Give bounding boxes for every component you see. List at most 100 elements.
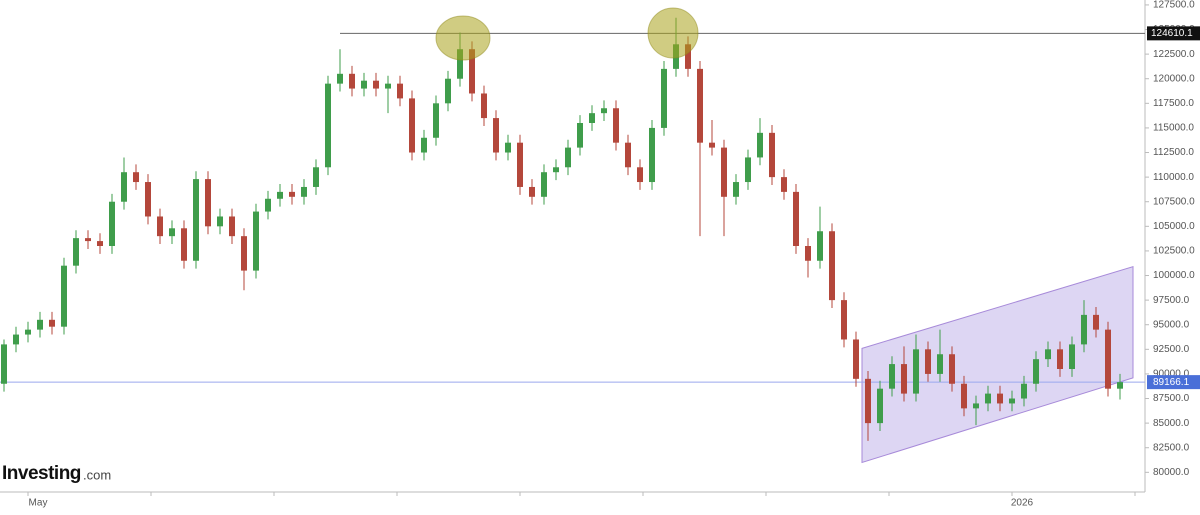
brand: Investing	[2, 463, 81, 484]
candle-body	[349, 73, 355, 89]
candle-body	[529, 186, 535, 197]
candle-body	[241, 236, 247, 271]
y-tick-label: 97500.0	[1153, 295, 1190, 306]
candle-body	[25, 329, 31, 335]
candle-body	[97, 241, 103, 246]
candle-body	[1117, 382, 1123, 389]
y-tick-label: 120000.0	[1153, 73, 1195, 84]
y-tick-label: 90000.0	[1153, 369, 1190, 380]
candle-body	[937, 354, 943, 374]
candle-body	[613, 108, 619, 143]
y-tick-label: 80000.0	[1153, 467, 1190, 478]
candle-body	[769, 132, 775, 178]
candle-layer	[1, 17, 1123, 441]
candle-body	[865, 378, 871, 424]
x-tick-label: 2026	[1011, 498, 1034, 509]
candle-body	[361, 80, 367, 89]
candle-body	[541, 172, 547, 197]
candle-body	[853, 339, 859, 379]
candle-body	[805, 246, 811, 261]
candle-body	[109, 201, 115, 246]
candle-body	[1033, 359, 1039, 384]
candle-body	[1093, 314, 1099, 330]
candle-body	[1021, 383, 1027, 399]
channel-area	[861, 265, 1134, 464]
candle-body	[709, 142, 715, 148]
candle-body	[553, 167, 559, 173]
candle-body	[685, 44, 691, 69]
last-price-box	[1147, 375, 1200, 390]
candle-body	[457, 49, 463, 79]
y-tick-label: 100000.0	[1153, 270, 1195, 281]
candle-body	[445, 78, 451, 104]
candle-body	[877, 388, 883, 424]
y-tick-label: 115000.0	[1153, 123, 1194, 134]
candle-body	[505, 142, 511, 153]
y-tick-label: 127500.0	[1153, 0, 1195, 11]
candle-body	[517, 142, 523, 187]
resistance-label-box	[1147, 26, 1200, 41]
candle-body	[121, 172, 127, 202]
candle-body	[133, 172, 139, 183]
candle-body	[745, 157, 751, 183]
candle-body	[901, 364, 907, 394]
candle-body	[577, 123, 583, 148]
candle-body	[589, 113, 595, 123]
candle-body	[793, 191, 799, 246]
y-tick-label: 105000.0	[1153, 221, 1195, 232]
candle-body	[313, 167, 319, 187]
candle-body	[625, 142, 631, 168]
candle-body	[337, 73, 343, 84]
y-tick-label: 102500.0	[1153, 246, 1195, 257]
candle-body	[961, 383, 967, 409]
candle-body	[181, 228, 187, 261]
candle-body	[781, 177, 787, 192]
last-price-label: 89166.1	[1153, 377, 1190, 388]
y-tick-label: 82500.0	[1153, 442, 1190, 453]
candle-body	[949, 354, 955, 384]
candle-body	[229, 216, 235, 237]
candle-body	[817, 231, 823, 261]
candle-body	[1, 344, 7, 384]
y-tick-label: 85000.0	[1153, 418, 1190, 429]
candle-body	[301, 186, 307, 197]
candle-body	[1045, 349, 1051, 360]
candle-body	[397, 83, 403, 99]
candle-body	[37, 319, 43, 330]
candle-body	[145, 182, 151, 217]
candle-body	[409, 98, 415, 153]
candle-body	[1069, 344, 1075, 369]
y-tick-label: 112500.0	[1153, 147, 1194, 158]
candle-body	[253, 211, 259, 271]
candle-body	[421, 137, 427, 153]
highlight-ellipse	[435, 15, 491, 61]
candle-body	[49, 319, 55, 327]
candle-body	[637, 167, 643, 183]
candle-body	[433, 103, 439, 138]
candle-body	[841, 300, 847, 340]
candle-body	[85, 238, 91, 242]
y-tick-label: 110000.0	[1153, 172, 1194, 183]
candle-body	[289, 191, 295, 197]
candle-body	[1105, 329, 1111, 389]
candle-body	[373, 80, 379, 89]
candle-body	[985, 393, 991, 404]
candle-body	[481, 93, 487, 119]
candle-body	[325, 83, 331, 168]
candle-body	[601, 108, 607, 114]
candle-body	[733, 182, 739, 197]
candle-body	[973, 403, 979, 409]
brand-suffix: .com	[83, 467, 111, 482]
candle-body	[265, 198, 271, 212]
y-tick-label: 122500.0	[1153, 49, 1195, 60]
y-tick-label: 92500.0	[1153, 344, 1190, 355]
candle-body	[73, 238, 79, 266]
resistance-label: 124610.1	[1151, 28, 1193, 39]
x-tick-label: May	[29, 498, 48, 509]
candle-body	[925, 349, 931, 374]
candle-body	[565, 147, 571, 168]
candle-body	[61, 265, 67, 327]
